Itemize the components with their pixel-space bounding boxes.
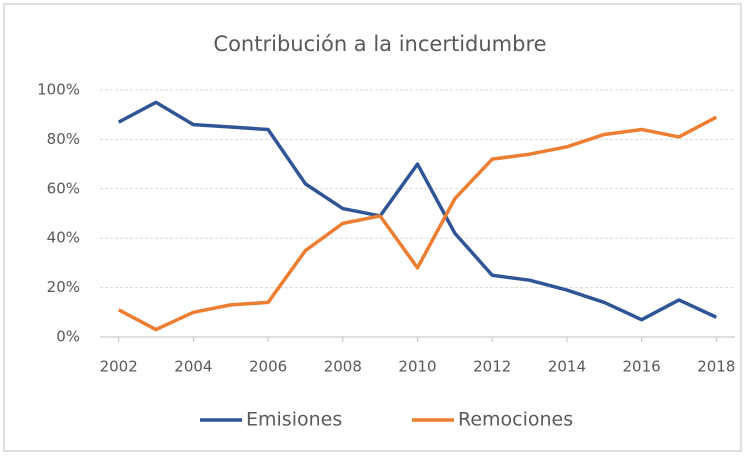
x-tick-label: 2012 bbox=[473, 358, 511, 376]
chart-title: Contribución a la incertidumbre bbox=[213, 32, 546, 56]
y-tick-label: 0% bbox=[56, 328, 80, 346]
y-tick-label: 20% bbox=[47, 278, 80, 296]
x-tick-label: 2006 bbox=[249, 358, 287, 376]
series-line bbox=[117, 115, 718, 332]
x-tick-label: 2008 bbox=[324, 358, 362, 376]
chart-border bbox=[3, 3, 742, 452]
y-tick-label: 100% bbox=[37, 81, 80, 99]
series-line bbox=[117, 100, 718, 322]
legend-label: Emisiones bbox=[246, 409, 342, 431]
x-tick-label: 2014 bbox=[548, 358, 586, 376]
x-tick-label: 2010 bbox=[398, 358, 436, 376]
x-tick-label: 2002 bbox=[100, 358, 138, 376]
x-tick-label: 2018 bbox=[697, 358, 735, 376]
y-tick-label: 40% bbox=[47, 229, 80, 247]
y-tick-label: 80% bbox=[47, 130, 80, 148]
y-tick-label: 60% bbox=[47, 179, 80, 197]
x-tick-label: 2004 bbox=[174, 358, 212, 376]
legend-label: Remociones bbox=[458, 409, 573, 431]
x-tick-label: 2016 bbox=[623, 358, 661, 376]
